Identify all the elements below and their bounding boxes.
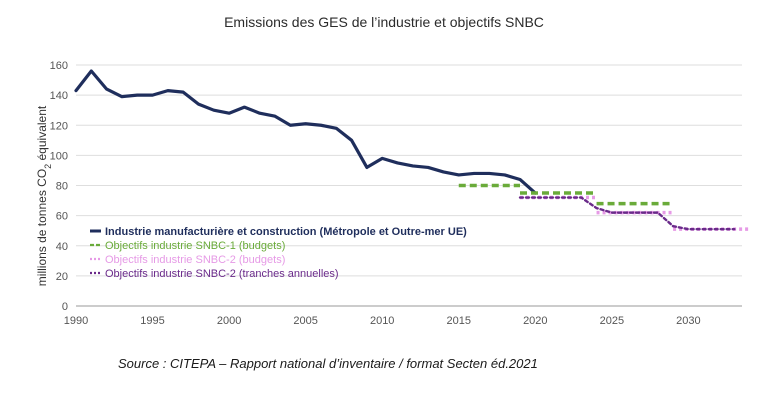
x-tick-label-2020: 2020 xyxy=(523,315,547,327)
x-axis-ticks: 1990 1995 2000 2005 2010 2015 2020 2025 2030 xyxy=(64,315,701,327)
legend-label-1: Industrie manufacturière et construction… xyxy=(105,226,467,238)
series-4-line xyxy=(518,196,736,231)
series-1 xyxy=(74,69,537,195)
y-tick-label-100: 100 xyxy=(50,150,68,162)
y-tick-label-60: 60 xyxy=(56,211,68,223)
y-tick-label-20: 20 xyxy=(56,271,68,283)
y-tick-label-160: 160 xyxy=(50,60,68,72)
x-tick-label-2010: 2010 xyxy=(370,315,394,327)
legend-label-3: Objectifs industrie SNBC-2 (budgets) xyxy=(105,254,285,266)
x-tick-label-2005: 2005 xyxy=(293,315,317,327)
y-axis-label-tail: équivalent xyxy=(35,105,49,164)
series-2 xyxy=(458,183,674,206)
series-1-line xyxy=(74,69,537,195)
y-axis-label-subscript: 2 xyxy=(43,164,53,169)
legend-label-2: Objectifs industrie SNBC-1 (budgets) xyxy=(105,240,285,252)
x-tick-label-2015: 2015 xyxy=(447,315,471,327)
y-axis-label: millions de tonnes CO2 équivalent xyxy=(35,105,53,286)
series-4 xyxy=(518,196,736,231)
x-tick-label-1995: 1995 xyxy=(140,315,164,327)
gridlines xyxy=(76,64,742,307)
x-tick-label-2000: 2000 xyxy=(217,315,241,327)
x-tick-label-2025: 2025 xyxy=(600,315,624,327)
y-tick-label-120: 120 xyxy=(50,120,68,132)
x-tick-label-1990: 1990 xyxy=(64,315,88,327)
x-tick-label-2030: 2030 xyxy=(676,315,700,327)
y-tick-label-80: 80 xyxy=(56,181,68,193)
y-tick-label-0: 0 xyxy=(62,301,68,313)
series-layer xyxy=(74,69,750,231)
source-note: Source : CITEPA – Rapport national d’inv… xyxy=(118,356,538,371)
y-axis-label-main: millions de tonnes CO xyxy=(35,169,49,286)
y-tick-label-40: 40 xyxy=(56,241,68,253)
y-tick-label-140: 140 xyxy=(50,90,68,102)
legend-label-4: Objectifs industrie SNBC-2 (tranches ann… xyxy=(105,268,339,280)
y-axis-ticks: 0 20 40 60 80 100 120 140 160 xyxy=(50,60,68,313)
legend: Industrie manufacturière et construction… xyxy=(90,226,467,280)
chart-title: Emissions des GES de l’industrie et obje… xyxy=(224,14,544,30)
